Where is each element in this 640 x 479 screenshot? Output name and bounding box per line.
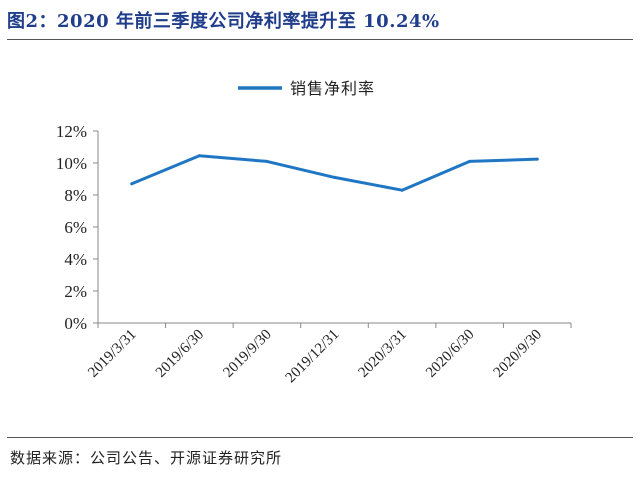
legend: 销售净利率 <box>238 79 375 98</box>
x-tick-label: 2019/9/30 <box>220 327 274 381</box>
x-tick-label: 2020/6/30 <box>423 327 477 381</box>
data-point <box>265 159 269 163</box>
figure-title: 图2：2020 年前三季度公司净利率提升至 10.24% <box>7 11 440 32</box>
data-point <box>197 154 201 158</box>
x-tick-label: 2019/12/31 <box>283 327 343 387</box>
y-tick-label: 10% <box>56 154 87 173</box>
x-tick-label: 2019/6/30 <box>153 327 207 381</box>
y-tick-label: 12% <box>56 122 87 141</box>
y-tick-label: 6% <box>64 218 87 237</box>
title-divider <box>7 39 633 40</box>
legend-label: 销售净利率 <box>290 79 375 98</box>
x-tick-label: 2019/3/31 <box>85 327 139 381</box>
footer-divider <box>7 437 633 438</box>
data-point <box>333 175 336 179</box>
data-point <box>535 157 539 161</box>
data-point <box>468 159 472 163</box>
y-tick-label: 4% <box>64 250 87 269</box>
y-tick-label: 0% <box>64 314 87 333</box>
data-point <box>130 182 134 186</box>
data-point <box>400 188 404 192</box>
x-tick-label: 2020/9/30 <box>491 327 545 381</box>
y-tick-label: 2% <box>64 282 87 301</box>
series-line <box>130 154 539 192</box>
source-note: 数据来源：公司公告、开源证券研究所 <box>10 449 283 467</box>
x-tick-label: 2020/3/31 <box>356 327 410 381</box>
x-axis-ticks: 2019/3/31 2019/6/30 2019/9/30 2019/12/31 202… <box>85 323 572 387</box>
line-chart: 销售净利率 0% 2% 4% 6% 8% 10% 12% 2019/3/31 2019/6/3… <box>56 79 572 387</box>
series-group <box>130 154 539 192</box>
y-axis-ticks: 0% 2% 4% 6% 8% 10% 12% <box>56 122 98 333</box>
y-tick-label: 8% <box>64 186 87 205</box>
